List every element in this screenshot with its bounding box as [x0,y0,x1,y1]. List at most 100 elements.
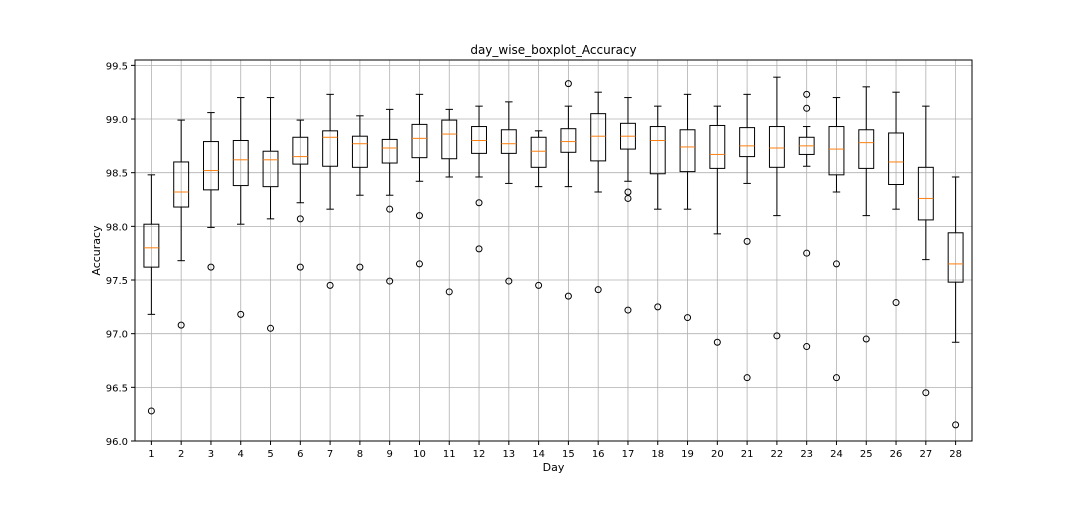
outlier-point [832,260,840,268]
outlier-point [415,260,423,268]
box-group [709,105,726,346]
outlier-point [564,292,572,300]
outlier-point [177,321,185,329]
outlier-point [237,310,245,318]
box-body [203,141,219,191]
box-group [441,108,458,296]
chart-title: day_wise_boxplot_Accuracy [470,43,636,57]
y-tick-label: 99.5 [106,61,128,72]
outlier-point [296,215,304,223]
outlier-point [594,286,602,294]
box-body [739,127,756,158]
box-group [888,91,904,307]
box-body [173,161,190,208]
axes-frame [134,59,973,442]
box-group [739,93,756,382]
tick-layer: 96.096.597.097.598.098.599.099.51 2 3 4 5 6 7 8… [106,61,962,460]
x-tick-label: 16 [592,449,605,460]
x-tick-label: 27 [919,449,932,460]
x-tick-label: 6 [297,449,303,460]
box-body [143,223,160,268]
x-tick-label: 1 [148,449,154,460]
x-tick-label: 24 [830,449,843,460]
outlier-point [475,245,483,253]
y-tick-label: 99.0 [106,115,128,126]
outlier-point [207,263,215,271]
box-body [441,119,458,160]
outlier-point [743,237,751,245]
x-tick-label: 12 [473,449,486,460]
box-group [471,105,487,253]
outlier-point [535,281,543,289]
outlier-point [296,263,304,271]
outlier-point [803,343,811,351]
box-body [947,232,964,283]
x-tick-label: 23 [800,449,813,460]
x-tick-label: 17 [622,449,635,460]
x-tick-label: 5 [267,449,273,460]
outlier-point [803,249,811,257]
outlier-point [356,263,364,271]
outlier-point [147,407,155,415]
x-tick-label: 18 [651,449,664,460]
x-tick-label: 22 [771,449,784,460]
x-tick-label: 9 [386,449,392,460]
outlier-point [952,421,960,429]
x-tick-label: 15 [562,449,575,460]
box-group [679,93,696,322]
x-tick-label: 4 [238,449,244,460]
box-group [292,119,309,271]
box-group [500,101,517,285]
x-tick-label: 10 [413,449,426,460]
box-body [411,123,428,159]
box-body [292,136,309,165]
box-group [411,93,428,268]
y-axis-label: Accuracy [90,225,103,276]
box-group [381,108,398,285]
box-group [322,93,339,289]
box-group [173,119,190,329]
outlier-point [475,199,483,207]
box-layer [143,76,964,429]
box-group [262,97,279,332]
y-tick-label: 96.5 [106,383,128,394]
box-group [768,76,785,340]
x-tick-label: 14 [532,449,545,460]
outlier-point [386,277,394,285]
x-tick-label: 2 [178,449,184,460]
y-tick-label: 97.0 [106,330,128,341]
box-body [530,136,547,168]
box-body [917,166,934,221]
box-group [232,97,249,318]
outlier-point [713,338,721,346]
x-tick-label: 13 [502,449,515,460]
outlier-point [386,205,394,213]
box-body [858,129,875,169]
box-body [649,126,666,175]
x-tick-label: 11 [443,449,456,460]
box-body [322,130,339,167]
x-tick-label: 28 [949,449,962,460]
outlier-point [505,277,513,285]
box-body [471,126,487,154]
x-tick-label: 19 [681,449,694,460]
box-group [620,97,636,314]
box-body [590,113,607,162]
box-group [143,174,160,415]
x-tick-label: 25 [860,449,873,460]
box-group [560,80,577,300]
x-axis-label: Day [543,461,565,474]
box-group [917,105,934,397]
x-tick-label: 3 [208,449,214,460]
y-tick-label: 97.5 [106,276,128,287]
outlier-point [415,212,423,220]
box-body [828,126,845,176]
box-body [679,129,696,173]
box-body [232,139,249,187]
box-group [530,130,547,289]
outlier-point [803,90,811,98]
outlier-point [267,324,275,332]
outlier-point [892,299,900,307]
